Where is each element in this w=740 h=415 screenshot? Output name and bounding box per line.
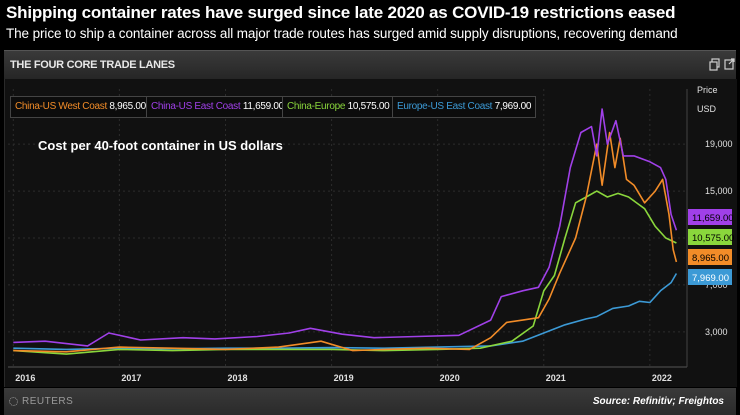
x-tick-label: 2017: [121, 373, 141, 383]
last-value-tag-bg: [688, 269, 732, 285]
legend-item-name: China-Europe: [287, 101, 346, 112]
last-value-tag-label: 7,969.00: [692, 273, 729, 284]
panel-title: THE FOUR CORE TRADE LANES: [10, 59, 175, 71]
last-value-tag: 11,659.00: [688, 209, 734, 225]
x-tick-label: 2020: [440, 373, 460, 383]
expand-icon[interactable]: [724, 58, 735, 71]
last-value-tag-label: 8,965.00: [692, 253, 729, 264]
source-label: Source: Refinitiv; Freightos: [592, 396, 724, 407]
last-value-tag: 7,969.00: [688, 269, 732, 285]
series-lines: [13, 108, 678, 355]
y-axis-unit: USD: [697, 104, 717, 114]
panel-header: THE FOUR CORE TRADE LANES: [4, 50, 736, 79]
x-tick-label: 2021: [546, 373, 566, 383]
legend-item-name: Europe-US East Coast: [397, 101, 493, 112]
chart-subtitle: The price to ship a container across all…: [6, 26, 678, 41]
series-line-china-us-east-coast: [13, 108, 678, 347]
line-chart: 3,0007,00011,00015,00019,000201620172018…: [8, 85, 734, 383]
plot-area: [4, 79, 737, 387]
footer: REUTERS Source: Refinitiv; Freightos: [4, 388, 736, 415]
axes: 3,0007,00011,00015,00019,000201620172018…: [8, 89, 734, 383]
grid-lines: [8, 89, 687, 367]
last-value-tag-label: 11,659.00: [692, 213, 734, 224]
legend-item-value: 10,575.00: [345, 101, 390, 112]
y-tick-label: 3,000: [705, 327, 728, 337]
legend-item[interactable]: China-US West Coast 8,965.00: [10, 96, 151, 118]
legend-item-value: 8,965.00: [106, 101, 146, 112]
last-value-tag-bg: [688, 229, 732, 245]
reuters-logo-icon: [9, 397, 18, 406]
x-tick-label: 2022: [652, 373, 672, 383]
x-tick-label: 2019: [334, 373, 354, 383]
x-tick-label: 2016: [15, 373, 35, 383]
last-value-tag-label: 10,575.00: [692, 233, 734, 244]
y-tick-label: 19,000: [705, 139, 733, 149]
series-line-china-europe: [13, 190, 677, 355]
y-tick-label: 15,000: [705, 186, 733, 196]
legend-item[interactable]: Europe-US East Coast 7,969.00: [392, 96, 537, 118]
last-value-tag: 10,575.00: [688, 229, 734, 245]
brand-label: REUTERS: [22, 396, 74, 407]
y-axis-title: Price: [697, 85, 718, 95]
legend-item-name: China-US West Coast: [15, 101, 107, 112]
last-value-tag: 8,965.00: [688, 249, 732, 265]
legend-item-name: China-US East Coast: [151, 101, 241, 112]
copy-icon[interactable]: [709, 58, 720, 71]
legend-item[interactable]: China-Europe 10,575.00: [282, 96, 395, 118]
chart-headline: Shipping container rates have surged sin…: [6, 3, 676, 22]
chart-annotation: Cost per 40-foot container in US dollars: [38, 138, 283, 153]
last-value-tag-bg: [688, 249, 732, 265]
series-line-china-us-west-coast: [13, 131, 678, 353]
legend-item-value: 11,659.00: [240, 101, 284, 112]
x-tick-label: 2018: [227, 373, 247, 383]
last-value-tag-bg: [688, 209, 732, 225]
legend-item-value: 7,969.00: [492, 101, 532, 112]
legend-item[interactable]: China-US East Coast 11,659.00: [146, 96, 289, 118]
